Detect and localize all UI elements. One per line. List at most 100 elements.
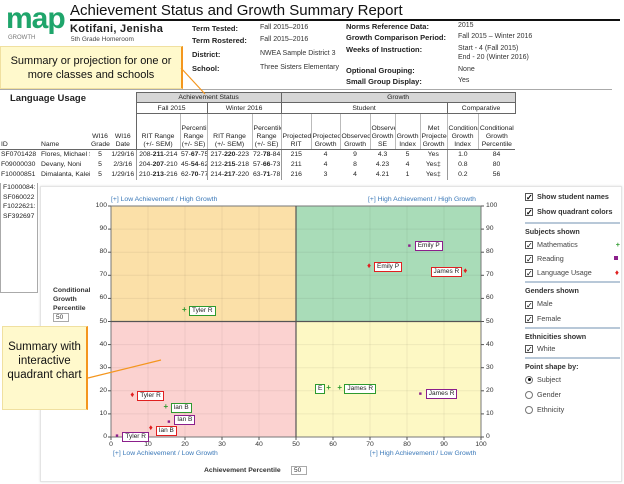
point-label[interactable]: E (314, 384, 326, 395)
subject-math-checkbox[interactable]: ✓ Mathematics + (525, 240, 620, 251)
math-plus-icon: + (615, 240, 620, 250)
genders-heading: Genders shown (525, 286, 579, 296)
point-math[interactable]: + (326, 383, 331, 393)
table-row[interactable]: F10000851 Dimalanta, Kaleigha 5 1/29/16 210-… (0, 169, 515, 180)
w_pct_hi: -78 (270, 171, 281, 178)
y-tick-label-right: 10 (486, 409, 494, 417)
point-reading[interactable]: ■ (115, 432, 119, 439)
quadrant-link-tr[interactable]: [+] High Achievement / High Growth (368, 196, 476, 203)
f_rit: 213 (152, 171, 164, 178)
point-math[interactable]: + (337, 383, 343, 393)
reading-square-icon (614, 256, 618, 261)
point-lang[interactable]: ♦ (463, 265, 468, 275)
point-math[interactable]: + (182, 304, 187, 314)
column-header: Percentile Range (+/- SE) (251, 113, 282, 150)
student-id-list[interactable]: F1000084: SF060022 F1022621: SF392697 (0, 183, 38, 293)
f_rit_lo: 208- (139, 151, 153, 159)
subjects-heading: Subjects shown (525, 227, 580, 237)
point-label[interactable]: Ian B (174, 414, 196, 425)
norms-value: 2015 (458, 22, 474, 29)
student-id-item[interactable]: F1000084: (3, 184, 36, 191)
f_rit: 211 (152, 151, 164, 159)
w_pct: 66 (262, 161, 271, 168)
point-label[interactable]: Tyler R (122, 431, 149, 442)
point-label[interactable]: Tyler R (189, 305, 216, 316)
point-reading[interactable]: ■ (167, 418, 171, 425)
term-rostered-value: Fall 2015–2016 (260, 36, 309, 43)
point-label[interactable]: James R (430, 266, 463, 277)
obs_se: 4.3 (377, 151, 388, 159)
ethnicity-white-checkbox[interactable]: ✓ White (525, 343, 556, 354)
term-tested-value: Fall 2015–2016 (260, 24, 309, 31)
f_pct: 54 (190, 161, 199, 168)
teacher-name: Kotifani, Jenisha (70, 23, 164, 35)
id: F10000851 (1, 171, 36, 178)
quadrant-link-tl[interactable]: [+] Low Achievement / High Growth (111, 196, 218, 203)
point-label[interactable]: James R (425, 389, 458, 400)
x-tick-label: 80 (403, 441, 411, 448)
x-axis-input[interactable]: 50 (291, 466, 307, 475)
y-tick-label-right: 40 (486, 340, 494, 348)
point-lang[interactable]: ♦ (367, 261, 372, 271)
x-tick-label: 100 (475, 441, 487, 448)
grade: 5 (98, 161, 102, 168)
language-diamond-icon: ♦ (614, 268, 619, 278)
small-group-value: Yes (458, 77, 470, 84)
point-lang[interactable]: ♦ (130, 390, 135, 400)
y-tick-label: 10 (99, 409, 107, 417)
column-header: WI16 Date (110, 113, 137, 150)
point-label[interactable]: Ian B (155, 425, 177, 436)
show-names-checkbox[interactable]: ✓ Show student names (525, 192, 609, 203)
quadrant-link-bl[interactable]: [+] Low Achievement / Low Growth (113, 450, 218, 457)
column-header: RIT Range (+/- SEM) (206, 113, 253, 150)
y-tick-label: 30 (99, 363, 107, 371)
point-label[interactable]: Tyler R (137, 391, 164, 402)
date: 1/29/16 (111, 171, 135, 178)
student-id-item[interactable]: SF060022 (3, 193, 35, 201)
subject-language-checkbox[interactable]: ✓ Language Usage ♦ (525, 268, 619, 279)
obs_growth: 4 (353, 171, 357, 178)
met: Yes‡ (425, 161, 441, 168)
column-header: WI16 Grade (90, 113, 110, 150)
column-header: Growth Index (394, 113, 421, 150)
comparative-header: Comparative (446, 102, 516, 114)
point-math[interactable]: + (163, 401, 169, 411)
point-label[interactable]: Emily P (414, 241, 443, 252)
winter-header: Winter 2016 (206, 102, 282, 114)
gi: 4 (405, 161, 410, 168)
y-tick-label: 80 (99, 248, 107, 256)
grouping-value: None (458, 66, 475, 73)
ethnicities-heading: Ethnicities shown (525, 331, 587, 341)
point-label[interactable]: James R (344, 384, 377, 395)
column-header: Conditional Growth Index (446, 113, 479, 150)
student-id-item[interactable]: SF392697 (3, 212, 35, 220)
y-tick-label-right: 100 (486, 202, 498, 209)
y-tick-label-right: 20 (486, 386, 494, 394)
w_rit: 220 (224, 151, 236, 159)
shape-ethnicity-radio[interactable]: Ethnicity (525, 405, 620, 415)
gender-male-checkbox[interactable]: ✓ Male (525, 299, 553, 310)
f_rit_lo: 210- (139, 171, 153, 178)
x-tick-label: 20 (181, 441, 189, 448)
w_pct_lo: 57- (253, 161, 263, 168)
point-lang[interactable]: ♦ (148, 422, 153, 432)
gender-female-checkbox[interactable]: ✓ Female (525, 313, 561, 324)
proj_rit: 215 (290, 151, 302, 159)
shape-gender-radio[interactable]: Gender (525, 390, 620, 399)
student-id-item[interactable]: F1022621: (3, 203, 36, 211)
y-axis-input[interactable]: 50 (53, 313, 69, 322)
logo-subtitle: GROWTH (8, 35, 36, 41)
point-label[interactable]: Emily P (374, 262, 403, 273)
point-label[interactable]: Ian B (170, 402, 192, 413)
y-tick-label-right: 50 (486, 317, 494, 325)
shape-subject-radio[interactable]: Subject (525, 375, 620, 384)
point-reading[interactable]: ■ (407, 243, 411, 250)
quadrant-link-br[interactable]: [+] High Achievement / Low Growth (370, 450, 477, 457)
table-row[interactable]: SF0701428 Flores, Michael S. 5 1/29/16 208-2… (0, 149, 515, 160)
point-reading[interactable]: ■ (418, 391, 422, 398)
f_pct_lo: 57- (181, 151, 191, 159)
table-row[interactable]: F09000030 Devany, Noni 5 2/3/16 204-207-210 4… (0, 159, 515, 170)
subject-reading-checkbox[interactable]: ✓ Reading (525, 254, 620, 264)
divider (525, 222, 620, 225)
show-colors-checkbox[interactable]: ✓ Show quadrant colors (525, 207, 613, 218)
